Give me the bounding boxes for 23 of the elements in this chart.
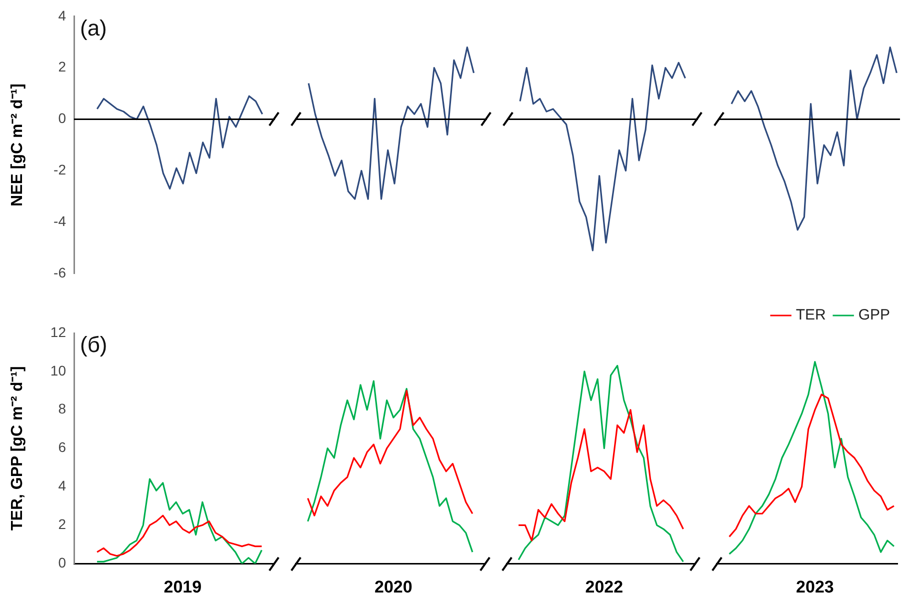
y-tick-label: 10 (50, 362, 66, 378)
legend-label: GPP (858, 306, 890, 324)
y-tick-label: -2 (54, 162, 66, 178)
x-tick-label: 2019 (164, 577, 202, 596)
legend-label: TER (796, 306, 826, 324)
y-tick-label: 2 (58, 516, 66, 532)
y-tick-label: 0 (58, 110, 66, 126)
y-tick-label: 12 (50, 324, 66, 340)
x-tick-label: 2020 (374, 577, 412, 596)
x-tick-label: 2023 (796, 577, 834, 596)
annotation: (б) (80, 332, 108, 358)
y-tick-label: -4 (54, 213, 66, 230)
y-tick-label: 4 (58, 7, 66, 24)
x-tick-label: 2022 (585, 577, 624, 596)
y-tick-label: 4 (58, 478, 66, 494)
y-axis-title: TER, GPP [gC m⁻² d⁻¹] (9, 366, 26, 530)
y-tick-label: 8 (58, 400, 66, 417)
y-tick-label: -6 (54, 264, 66, 280)
y-axis-title: NEE [gC m⁻² d⁻¹] (9, 84, 26, 206)
y-tick-label: 6 (58, 439, 66, 456)
y-tick-label: 2 (58, 58, 66, 75)
y-tick-label: 0 (58, 554, 66, 570)
annotation: (a) (80, 15, 107, 40)
